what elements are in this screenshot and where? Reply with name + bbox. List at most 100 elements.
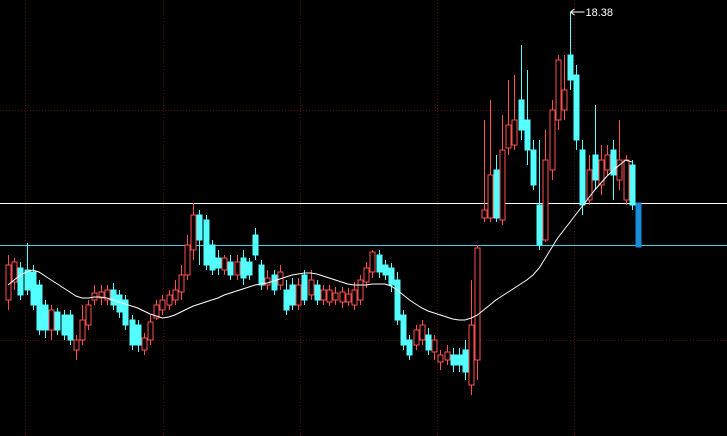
candle-body [573, 74, 580, 141]
candle-body [30, 271, 37, 306]
candle-body [456, 354, 463, 366]
candle-body [536, 204, 543, 246]
candle-body [518, 99, 525, 131]
candle-body [604, 154, 611, 171]
candle-body [301, 274, 308, 301]
candle-body [579, 149, 586, 206]
candle-body [110, 289, 117, 306]
candle-body [530, 149, 537, 186]
candle-body [505, 124, 512, 149]
candle-body [487, 174, 494, 219]
candle-body [73, 339, 80, 351]
candle-body [524, 119, 531, 151]
candle-body [339, 291, 346, 303]
candle-body [141, 337, 148, 351]
candle-body [326, 289, 333, 303]
candle-body [598, 159, 605, 186]
candle-body [437, 354, 444, 363]
candle-body [178, 274, 185, 293]
max-label: 18.38 [586, 7, 614, 19]
candle-body [357, 279, 364, 301]
candle-body [592, 154, 599, 181]
candle-body [42, 304, 49, 331]
candle-body [314, 284, 321, 301]
candle-body [166, 294, 173, 306]
candle-body [351, 289, 358, 306]
candle-body [425, 334, 432, 351]
candle-body [363, 267, 370, 283]
candle-body [85, 304, 92, 326]
candle-body [209, 244, 216, 271]
candle-body [481, 209, 488, 219]
candle-body [54, 311, 61, 331]
annotation-arrow [570, 8, 585, 16]
candle-body [629, 164, 636, 206]
candle-body [264, 277, 271, 286]
candle-body [196, 214, 203, 241]
candle-body [271, 274, 278, 291]
candle-body [252, 234, 259, 256]
candle-body [258, 264, 265, 286]
candle-body [184, 244, 191, 276]
candle-body [61, 314, 68, 336]
candle-body [468, 324, 475, 386]
candle-body [450, 354, 457, 366]
candle-body [382, 264, 389, 276]
candle-body [462, 349, 469, 373]
candle-body [153, 304, 160, 319]
candle-body [400, 314, 407, 346]
candle-body [295, 284, 302, 306]
candle-body [215, 257, 222, 269]
moving-average [7, 159, 632, 321]
candle-body [98, 291, 105, 299]
candle-body [567, 54, 574, 81]
candle-body [283, 289, 290, 311]
candle-body [36, 284, 43, 331]
candle-body [320, 289, 327, 301]
candle-body [240, 257, 247, 279]
candle-body [221, 257, 228, 271]
candle-body [332, 292, 339, 301]
candle-body [122, 299, 129, 326]
candle-body [431, 339, 438, 353]
candle-body [289, 284, 296, 306]
candle-body [561, 89, 568, 111]
candle-body [67, 314, 74, 341]
candle-body [116, 294, 123, 313]
candle-body [413, 329, 420, 346]
candle-body [17, 267, 24, 296]
candle-body [345, 293, 352, 303]
candle-body [203, 219, 210, 266]
candle-body [586, 169, 593, 201]
candle-body [635, 202, 642, 248]
candle-body [308, 279, 315, 296]
candle-body [190, 214, 197, 251]
candle-body [394, 279, 401, 321]
candle-body [159, 299, 166, 311]
candle-body [5, 264, 12, 301]
candle-body [369, 251, 376, 273]
candle-body [444, 351, 451, 361]
candle-body [147, 321, 154, 341]
candle-body [549, 109, 556, 171]
candle-body [172, 289, 179, 301]
candle-body [48, 309, 55, 331]
candle-body [79, 319, 86, 341]
candle-body [474, 247, 481, 361]
candle-body [135, 324, 142, 346]
candle-body [616, 159, 623, 181]
candle-body [234, 261, 241, 276]
candle-body [227, 261, 234, 276]
candle-body [499, 149, 506, 221]
candle-body [376, 254, 383, 273]
candle-body [610, 149, 617, 176]
candle-body [129, 319, 136, 346]
candle-body [246, 261, 253, 276]
candle-body [104, 289, 111, 301]
candle-body [419, 324, 426, 341]
candle-body [542, 159, 549, 241]
